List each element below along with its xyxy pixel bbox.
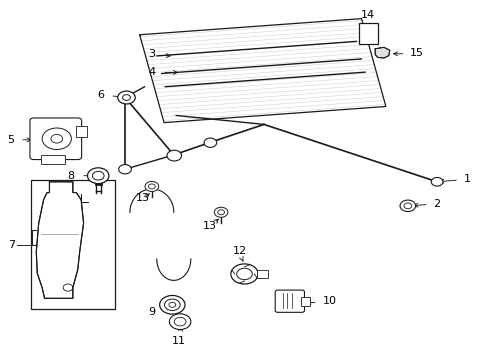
Circle shape (214, 207, 227, 217)
Circle shape (145, 181, 158, 192)
Circle shape (159, 296, 184, 314)
Text: 11: 11 (171, 336, 185, 346)
Circle shape (118, 91, 135, 104)
Text: 10: 10 (322, 296, 336, 306)
Circle shape (122, 95, 130, 100)
Circle shape (169, 314, 190, 329)
Bar (301, 297, 309, 306)
Text: 16: 16 (361, 29, 375, 39)
Bar (358, 23, 377, 44)
Text: 1: 1 (463, 174, 470, 184)
Circle shape (166, 150, 181, 161)
Circle shape (164, 299, 180, 311)
Bar (31, 180, 115, 309)
Text: 7: 7 (8, 239, 15, 249)
Bar (41, 155, 65, 164)
Text: 14: 14 (361, 10, 375, 20)
Text: 3: 3 (148, 49, 155, 59)
Circle shape (119, 165, 131, 174)
Text: 13: 13 (136, 193, 150, 203)
Bar (257, 270, 267, 278)
Circle shape (230, 264, 258, 284)
Text: 6: 6 (97, 90, 104, 100)
Circle shape (203, 138, 216, 147)
Polygon shape (36, 182, 83, 298)
FancyBboxPatch shape (30, 118, 81, 159)
Circle shape (430, 177, 442, 186)
Text: 15: 15 (409, 48, 424, 58)
Text: 13: 13 (202, 221, 216, 231)
Circle shape (399, 200, 415, 212)
Text: 12: 12 (232, 246, 246, 256)
Text: 2: 2 (432, 199, 439, 209)
FancyBboxPatch shape (275, 290, 304, 312)
Polygon shape (374, 47, 389, 58)
Text: 4: 4 (148, 67, 155, 77)
Circle shape (87, 168, 109, 184)
Text: 5: 5 (7, 135, 14, 145)
Text: 8: 8 (67, 171, 75, 181)
Text: 9: 9 (148, 307, 156, 317)
Bar (76, 126, 87, 137)
Circle shape (168, 302, 175, 307)
